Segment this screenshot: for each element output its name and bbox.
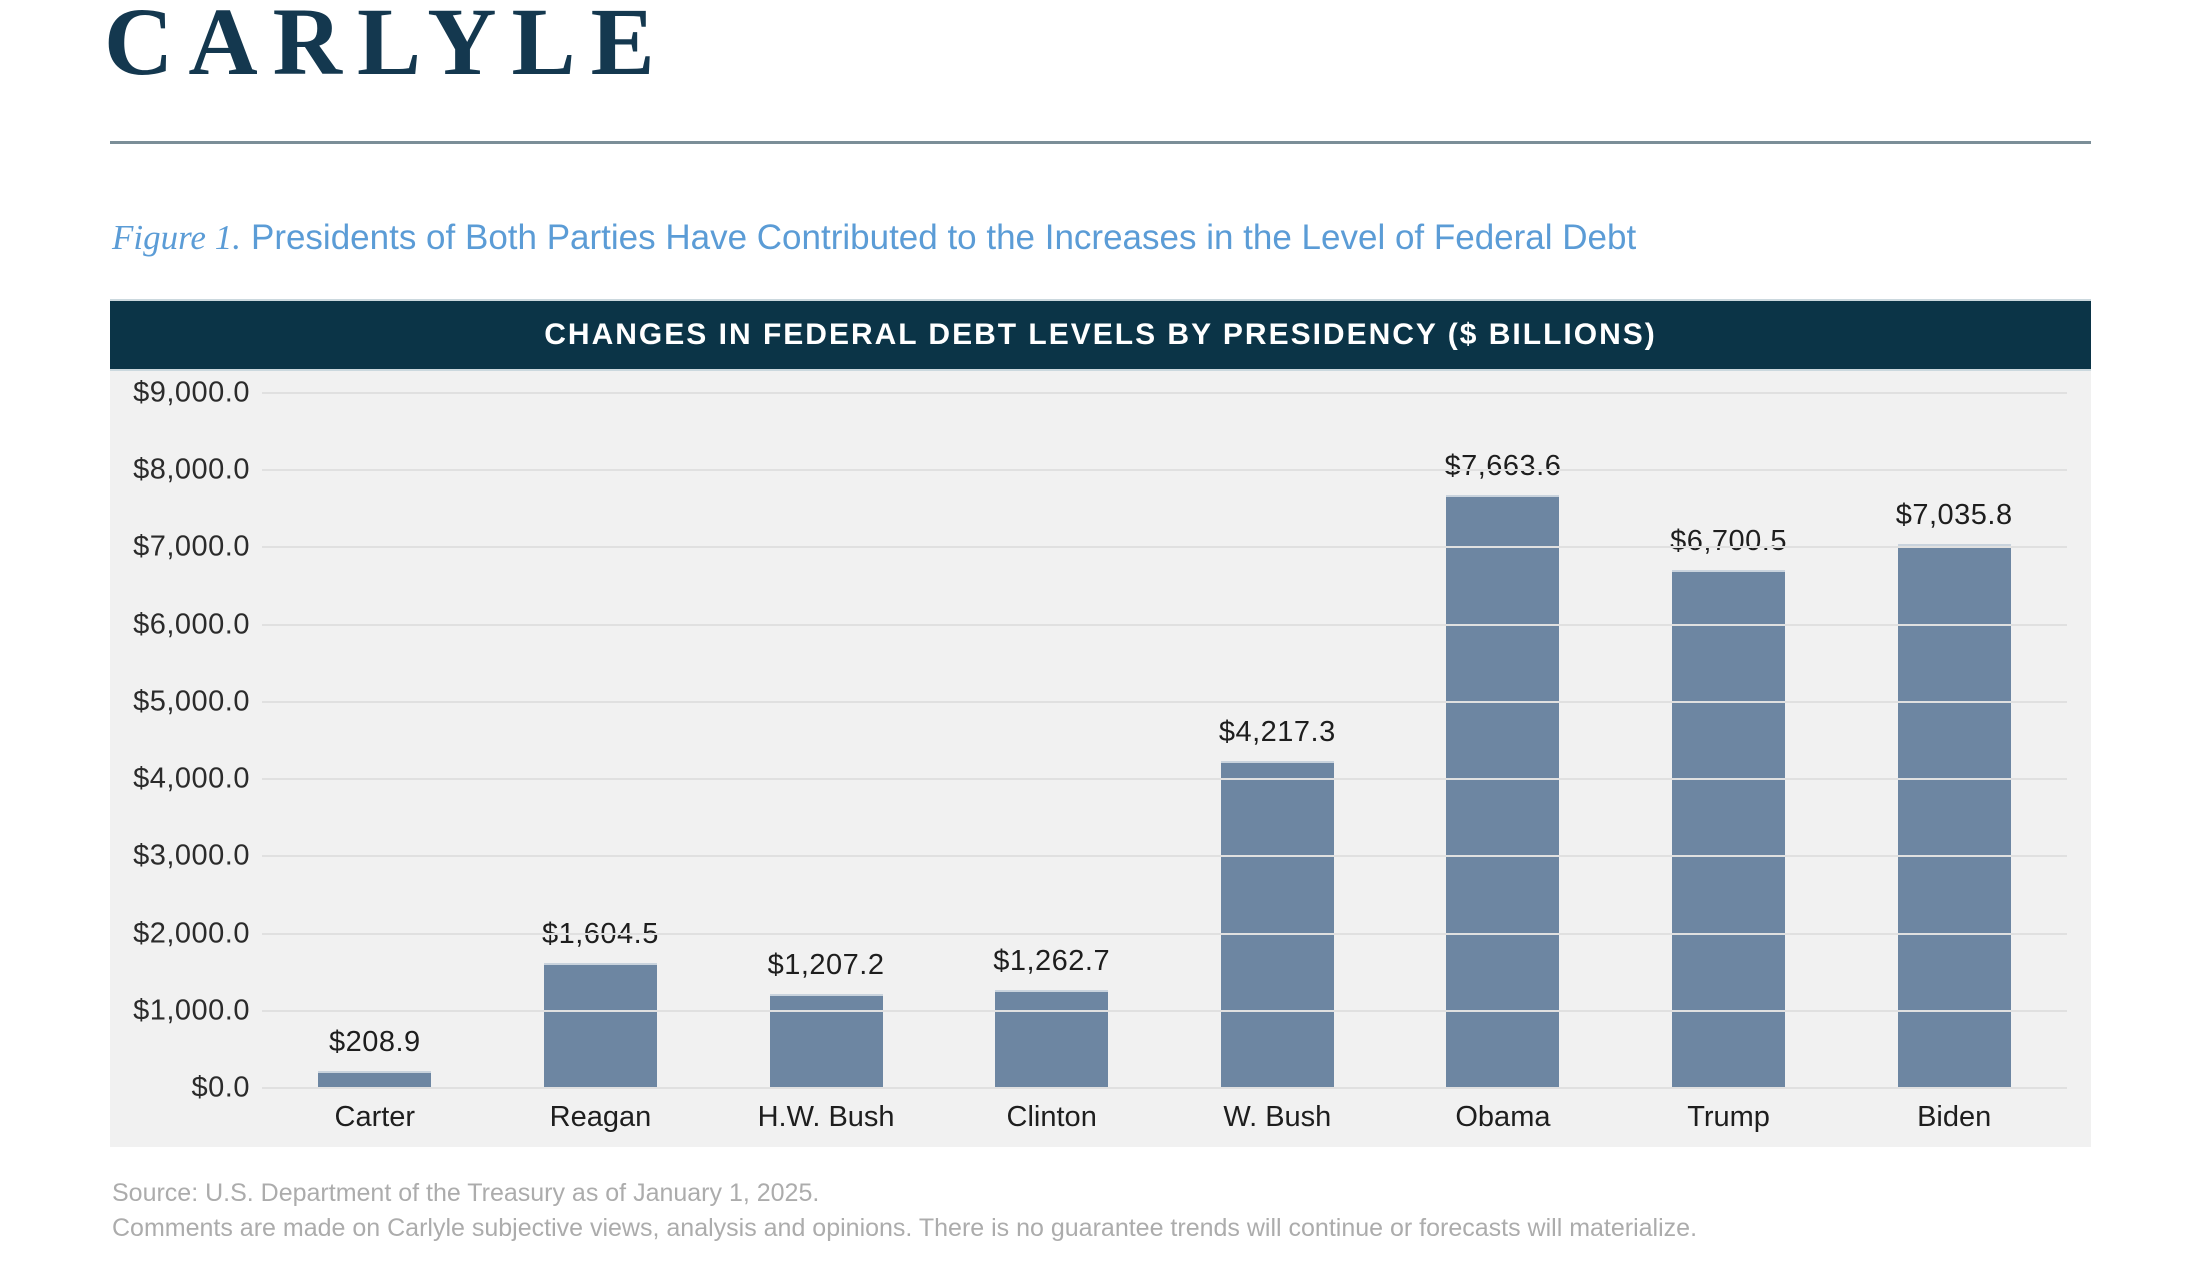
gridline [262, 1009, 2067, 1012]
gridline [262, 1087, 2067, 1089]
bar-group: $4,217.3 [1165, 392, 1391, 1087]
x-axis-label: Biden [1917, 1101, 1992, 1133]
y-axis-tick-label: $7,000.0 [133, 530, 250, 563]
x-axis-label: H.W. Bush [757, 1101, 895, 1133]
x-axis-label: Obama [1455, 1101, 1551, 1133]
y-axis-tick-label: $9,000.0 [133, 376, 250, 409]
gridline [262, 392, 2067, 394]
bar [1220, 761, 1334, 1087]
y-axis-tick-label: $2,000.0 [133, 917, 250, 950]
chart-container: CHANGES IN FEDERAL DEBT LEVELS BY PRESID… [110, 299, 2091, 1147]
chart-title: CHANGES IN FEDERAL DEBT LEVELS BY PRESID… [544, 318, 1657, 351]
x-axis-label: Reagan [549, 1101, 652, 1133]
source-line-2: Comments are made on Carlyle subjective … [112, 1214, 1698, 1242]
bar-group: $1,207.2 [713, 392, 939, 1087]
y-axis-tick-label: $4,000.0 [133, 762, 250, 795]
x-axis-label: Carter [334, 1101, 416, 1133]
figure-label: Figure 1. [112, 218, 241, 257]
x-axis-label: Clinton [1006, 1101, 1097, 1133]
bar-group: $6,700.5 [1616, 392, 1842, 1087]
bar-group: $1,262.7 [939, 392, 1165, 1087]
bar [318, 1070, 432, 1087]
bar-group: $1,604.5 [488, 392, 714, 1087]
bar-value-label: $1,604.5 [541, 918, 659, 951]
y-axis-tick-label: $5,000.0 [133, 685, 250, 718]
bar [995, 989, 1109, 1087]
bar-value-label: $1,207.2 [767, 948, 885, 981]
y-axis-tick-label: $3,000.0 [133, 839, 250, 872]
bar [769, 993, 883, 1087]
bar [1897, 543, 2011, 1087]
figure-title: Presidents of Both Parties Have Contribu… [250, 218, 1637, 257]
y-axis-tick-label: $8,000.0 [133, 453, 250, 486]
carlyle-logo: CARLYLE [104, 0, 670, 95]
bar-value-label: $1,262.7 [993, 944, 1111, 977]
gridline [262, 546, 2067, 549]
bar-value-label: $4,217.3 [1218, 716, 1336, 749]
bar-group: $7,663.6 [1390, 392, 1616, 1087]
plot-area: $208.9 $1,604.5 $1,207.2 $1,262.7 $4,217.3 $7… [110, 371, 2091, 1147]
bar-value-label: $7,663.6 [1444, 450, 1562, 483]
bar-value-label: $7,035.8 [1895, 498, 2013, 531]
source-line-1: Source: U.S. Department of the Treasury … [112, 1179, 820, 1207]
bar [1672, 569, 1786, 1087]
x-axis-label: Trump [1687, 1101, 1770, 1133]
x-axis-label: W. Bush [1223, 1101, 1332, 1133]
bar-value-label: $6,700.5 [1670, 524, 1787, 557]
gridline [262, 932, 2067, 935]
bar-value-label: $208.9 [328, 1025, 421, 1058]
header-divider [110, 141, 2091, 144]
gridline [262, 700, 2067, 703]
gridline [262, 469, 2067, 472]
chart-title-bar: CHANGES IN FEDERAL DEBT LEVELS BY PRESID… [110, 299, 2091, 371]
gridline [262, 778, 2067, 781]
bar [543, 963, 657, 1087]
bar-group: $208.9 [262, 392, 488, 1087]
source-note: Source: U.S. Department of the Treasury … [112, 1176, 1697, 1246]
y-axis-tick-label: $1,000.0 [133, 994, 250, 1027]
x-axis-labels: Carter Reagan H.W. Bush Clinton W. Bush Obama… [262, 1101, 2067, 1134]
bars-container: $208.9 $1,604.5 $1,207.2 $1,262.7 $4,217.3 $7… [262, 392, 2067, 1087]
gridline [262, 623, 2067, 626]
bar [1446, 495, 1560, 1087]
figure-caption: Figure 1. Presidents of Both Parties Have… [112, 218, 1636, 258]
y-axis-tick-label: $0.0 [191, 1071, 250, 1104]
bar-group: $7,035.8 [1841, 392, 2067, 1087]
y-axis-tick-label: $6,000.0 [133, 608, 250, 641]
gridline [262, 855, 2067, 858]
